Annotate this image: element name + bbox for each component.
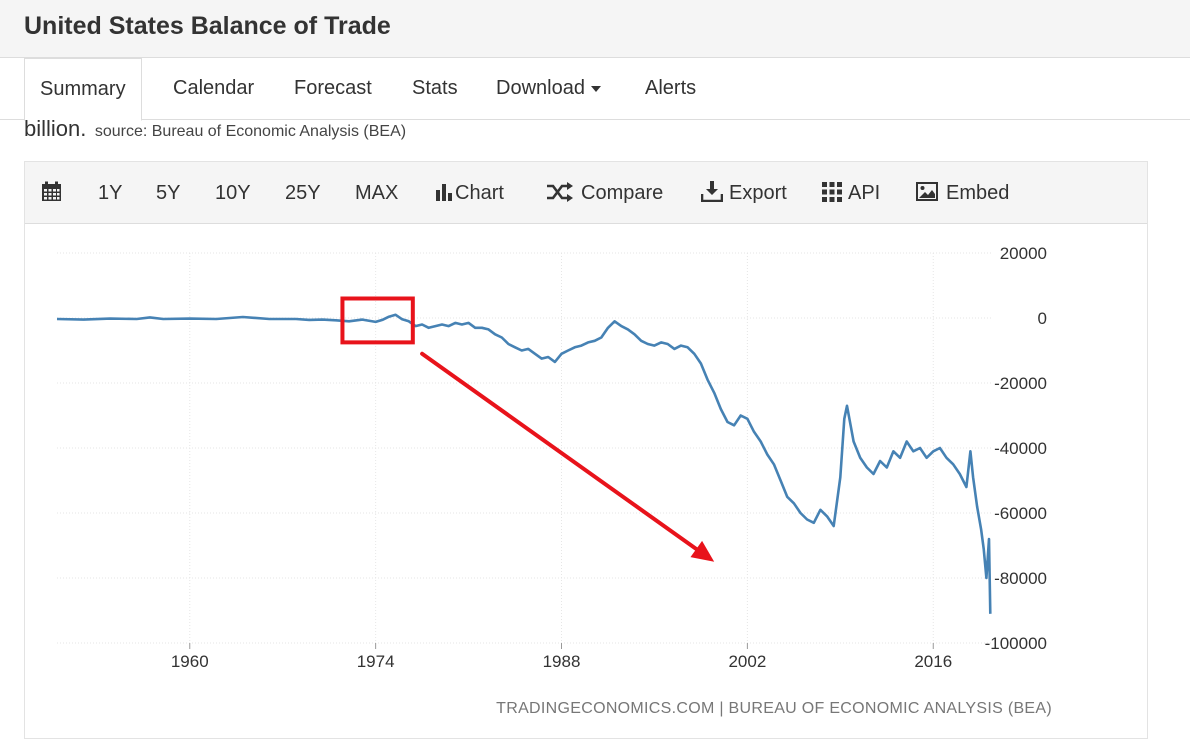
- chart-panel: 1Y 5Y 10Y 25Y MAX Chart Compare Export: [24, 161, 1148, 739]
- chevron-down-icon: [590, 85, 601, 92]
- y-tick-label: 20000: [1000, 244, 1047, 263]
- chart-button[interactable]: Chart: [435, 162, 504, 224]
- tab-stats[interactable]: Stats: [412, 77, 458, 99]
- range-25y-button[interactable]: 25Y: [285, 182, 321, 204]
- x-tick-label: 1988: [543, 652, 581, 671]
- tab-download-label: Download: [496, 77, 585, 99]
- description-text: billion.: [24, 116, 87, 141]
- embed-button[interactable]: Embed: [916, 162, 1009, 224]
- y-tick-label: 0: [1038, 309, 1047, 328]
- api-button[interactable]: API: [822, 162, 880, 224]
- annotations: [340, 296, 715, 562]
- y-tick-label: -80000: [994, 569, 1047, 588]
- y-tick-label: -20000: [994, 374, 1047, 393]
- y-tick-label: -40000: [994, 439, 1047, 458]
- tab-calendar[interactable]: Calendar: [173, 77, 255, 99]
- image-icon: [916, 182, 938, 202]
- grid-icon: [822, 181, 842, 202]
- source-text: source: Bureau of Economic Analysis (BEA…: [94, 123, 407, 140]
- x-tick-label: 1960: [171, 652, 209, 671]
- tab-summary[interactable]: Summary: [24, 58, 142, 121]
- description: billion. source: Bureau of Economic Anal…: [24, 116, 406, 144]
- tab-bar: Summary Calendar Forecast Stats Download…: [0, 58, 1190, 121]
- export-button-label: Export: [729, 182, 787, 204]
- range-10y-button[interactable]: 10Y: [215, 182, 251, 204]
- compare-button-label: Compare: [581, 182, 664, 204]
- grid: [57, 252, 993, 644]
- y-tick-label: -60000: [994, 504, 1047, 523]
- calendar-icon[interactable]: [41, 162, 62, 224]
- series-line: [56, 313, 992, 614]
- title-bar: United States Balance of Trade: [0, 0, 1190, 58]
- axis-ticks: 20000 0 -20000 -40000 -60000 -80000 -100000 196…: [171, 244, 1047, 671]
- range-5y-button[interactable]: 5Y: [156, 182, 181, 204]
- page-title: United States Balance of Trade: [24, 12, 391, 40]
- chart-button-label: Chart: [455, 182, 504, 204]
- bar-chart-icon: [436, 183, 452, 201]
- export-button[interactable]: Export: [700, 162, 787, 224]
- range-1y-button[interactable]: 1Y: [98, 182, 123, 204]
- tab-alerts[interactable]: Alerts: [645, 77, 697, 99]
- x-tick-label: 2016: [914, 652, 952, 671]
- chart-credit: TRADINGECONOMICS.COM | BUREAU OF ECONOMI…: [496, 700, 1052, 717]
- x-tick-label: 1974: [357, 652, 395, 671]
- embed-button-label: Embed: [946, 182, 1010, 204]
- x-tick-label: 2002: [728, 652, 766, 671]
- highlight-box: [340, 296, 415, 345]
- compare-button[interactable]: Compare: [546, 162, 663, 224]
- trend-arrow-shaft: [420, 351, 699, 551]
- tab-forecast[interactable]: Forecast: [294, 77, 372, 99]
- chart-toolbar: 1Y 5Y 10Y 25Y MAX Chart Compare Export: [25, 162, 1147, 224]
- download-icon: [700, 181, 724, 203]
- shuffle-icon: [547, 181, 573, 202]
- y-tick-label: -100000: [985, 634, 1047, 653]
- series-layer: [56, 313, 992, 614]
- trend-arrow-head: [690, 540, 715, 562]
- range-max-button[interactable]: MAX: [355, 182, 399, 204]
- api-button-label: API: [848, 182, 881, 204]
- tab-download[interactable]: Download: [496, 58, 601, 120]
